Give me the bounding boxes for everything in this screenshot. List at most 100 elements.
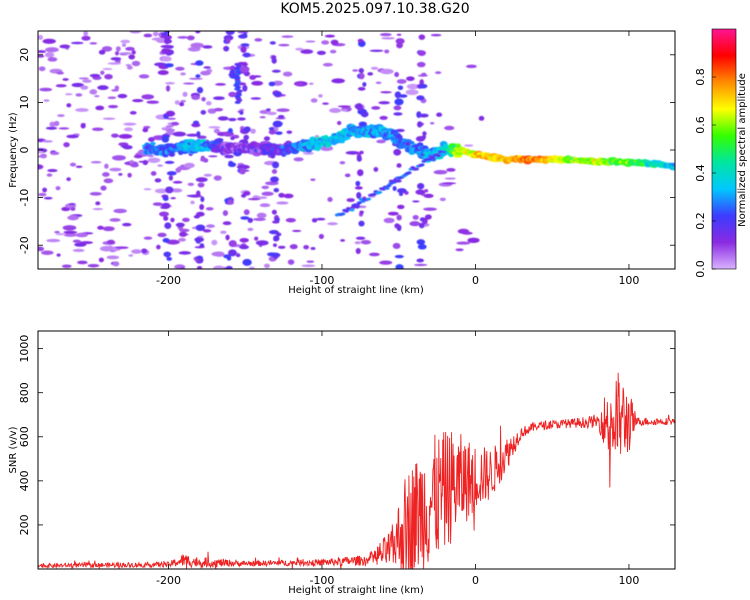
spectrogram-cell	[94, 95, 100, 98]
spectrogram-cell	[161, 202, 171, 209]
spectrogram-cell	[396, 33, 402, 36]
spectrogram-cell	[263, 263, 270, 269]
spectrogram-cell	[360, 111, 369, 118]
spectrogram-cell	[186, 133, 200, 137]
spectrogram-cell	[154, 178, 162, 183]
spectrogram-cell	[434, 71, 442, 75]
spectrogram-cell	[122, 43, 127, 47]
spectrogram-cell	[383, 217, 395, 224]
spectrogram-cell	[199, 243, 205, 248]
spectrogram-cell	[102, 172, 110, 177]
spectrogram-cell	[306, 260, 315, 263]
spectrogram-cell	[370, 66, 379, 70]
spectrogram-cell	[239, 167, 246, 175]
spectrogram-cell	[143, 188, 152, 191]
spectrogram-cell	[337, 105, 351, 108]
spectrogram-cell	[200, 110, 207, 115]
spectrogram-cell	[170, 197, 176, 200]
spectrogram-cell	[111, 133, 119, 138]
spectrogram-cell	[271, 57, 277, 64]
spectrogram-cell	[330, 39, 339, 46]
spectrogram-cell	[55, 84, 67, 88]
spectrogram-cell	[412, 215, 419, 220]
spectrogram-cell	[248, 266, 255, 269]
spectrogram-cell	[394, 91, 402, 99]
spectrogram-cell	[378, 101, 391, 105]
spectrogram-cell	[245, 259, 252, 264]
spectrogram-blobs	[38, 31, 675, 269]
spectrogram-cell	[259, 203, 271, 208]
spectrogram-cell	[225, 234, 230, 241]
spectrogram-cell	[195, 211, 205, 217]
spectrogram-cell	[380, 91, 392, 94]
spectrogram-cell	[152, 31, 159, 37]
spectrogram-cell	[243, 191, 251, 196]
spectrogram-cell	[286, 130, 293, 134]
spectrogram-cell	[62, 78, 69, 81]
spectrogram-cell	[154, 188, 169, 194]
spectrogram-cell	[83, 31, 89, 37]
spectrogram-cell	[161, 48, 171, 55]
spectrogram-cell	[430, 156, 436, 160]
spectrogram-cell	[419, 163, 425, 167]
spectrogram-cell	[356, 191, 362, 199]
spectrogram-cell	[197, 182, 205, 188]
spectrogram-cell	[367, 72, 374, 76]
snr-xlabel: Height of straight line (km)	[288, 585, 424, 596]
spectrogram-ytick-label: -20	[18, 236, 31, 254]
spectrogram-cell	[269, 41, 276, 45]
spectrogram-cell	[356, 201, 362, 205]
spectrogram-cell	[123, 122, 137, 126]
spectrogram-cell	[79, 241, 93, 245]
spectrogram-cell	[213, 107, 224, 112]
spectrogram-cell	[165, 81, 175, 85]
spectrogram-cell	[107, 62, 122, 65]
spectrogram-cell	[141, 248, 148, 254]
spectrogram-cell	[419, 217, 426, 222]
spectrogram-cell	[122, 145, 133, 150]
spectrogram-cell	[118, 134, 133, 139]
spectrogram-cell	[322, 102, 329, 105]
spectrogram-cell	[239, 65, 250, 73]
spectrogram-cell	[95, 105, 105, 111]
spectrogram-cell	[227, 199, 234, 205]
spectrogram-cell	[98, 49, 106, 55]
spectrogram-cell	[392, 242, 401, 250]
spectrogram-cell	[357, 169, 364, 177]
spectrogram-cell	[89, 42, 98, 45]
spectrogram-cell	[283, 193, 294, 199]
spectrogram-cell	[239, 108, 245, 112]
spectrogram-cell	[109, 167, 122, 172]
spectrogram-cell	[397, 85, 404, 91]
spectrogram-cell	[215, 83, 227, 86]
spectrogram-cell	[412, 200, 420, 203]
spectrogram-cell	[104, 73, 113, 80]
spectrogram-cell	[178, 228, 190, 233]
spectrogram-cell	[132, 99, 144, 103]
spectrogram-cell	[195, 31, 201, 34]
spectrogram-cell	[398, 192, 404, 196]
spectrogram-cell	[118, 142, 129, 147]
spectrogram-cell	[340, 212, 346, 216]
spectrogram-cell	[161, 136, 170, 143]
spectrogram-cell	[235, 253, 241, 258]
spectrogram-cell	[268, 230, 279, 235]
spectrogram-cell	[163, 115, 169, 119]
spectrogram-cell	[387, 211, 399, 216]
spectrogram-cell	[237, 117, 246, 121]
spectrogram-cell	[329, 49, 337, 54]
spectrogram-cell	[164, 222, 172, 229]
spectrogram-cell	[131, 50, 136, 55]
spectrogram-cell	[393, 112, 403, 116]
spectrogram-cell	[195, 190, 201, 197]
spectrogram-cell	[179, 231, 188, 237]
spectrogram-cell	[165, 128, 176, 133]
snr-ytick-label: 600	[18, 426, 31, 447]
spectrogram-plot-area	[38, 31, 675, 269]
spectrogram-cell	[242, 61, 248, 68]
spectrogram-cell	[165, 186, 174, 194]
spectrogram-cell	[224, 154, 234, 159]
spectrogram-cell	[310, 247, 316, 250]
spectrogram-cell	[133, 154, 143, 159]
